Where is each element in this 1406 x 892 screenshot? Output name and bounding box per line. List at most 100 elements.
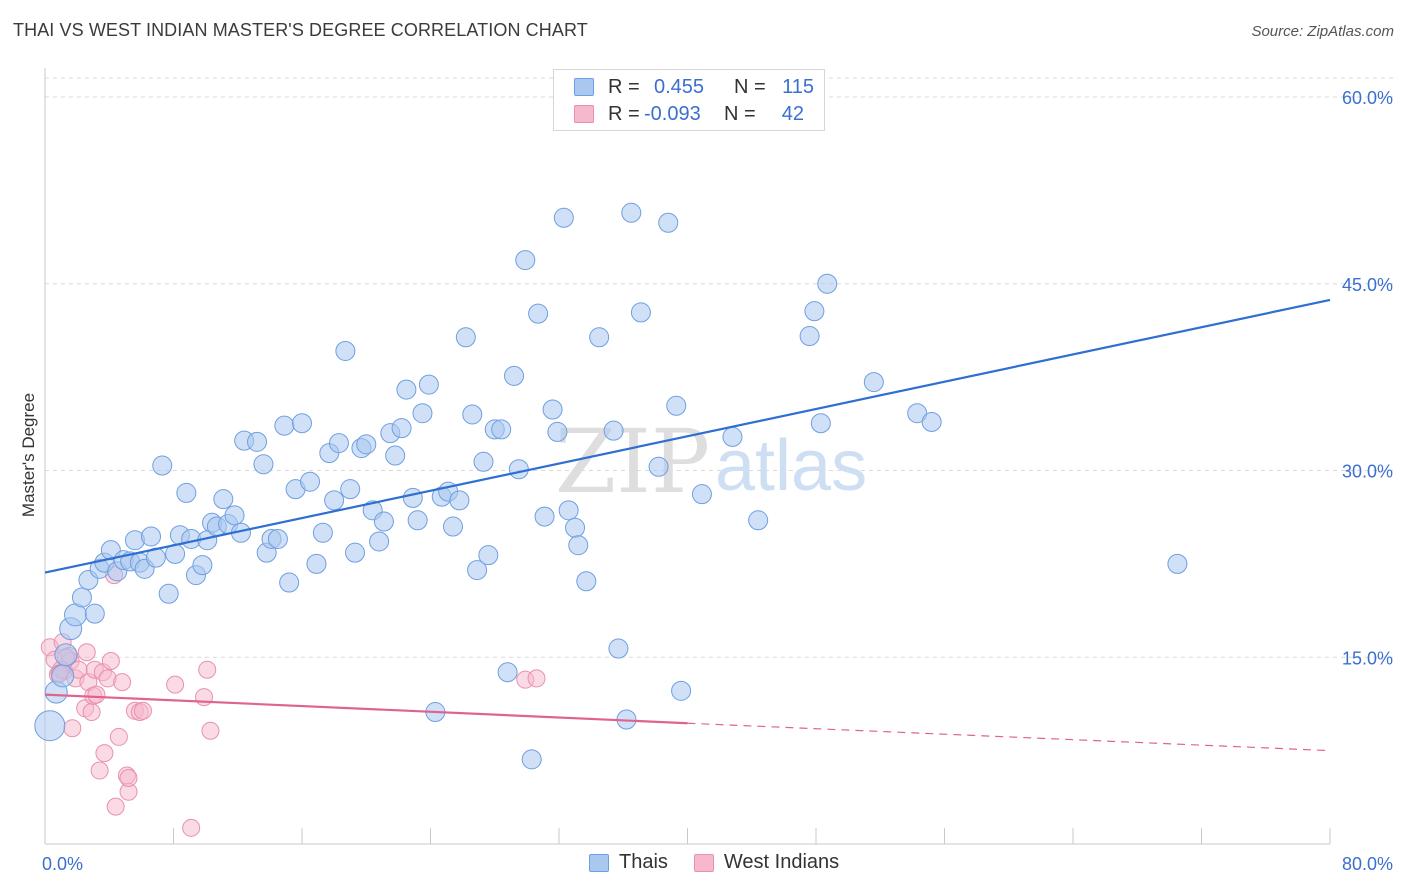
gridlines [45,77,1395,658]
west-indians-point [63,719,82,738]
thais-point [335,340,356,361]
y-tick-label: 60.0% [1342,88,1393,108]
y-tick-label: 45.0% [1342,275,1393,295]
thais-point [648,456,669,477]
thais-point [71,587,92,608]
west-indians-points [40,566,546,837]
legend-r-label: R = [608,75,640,98]
series-swatch-thais [589,853,609,872]
west-indians-point [95,744,114,763]
thais-point [176,482,197,503]
thais-point [553,207,574,228]
west-indians-trend-extension [687,722,1331,752]
west-indians-point [113,673,132,692]
thais-point [141,526,162,547]
thais-point [810,413,831,434]
west-indians-point [198,660,217,679]
west-indians-point [527,669,546,688]
thais-point [54,643,78,667]
thais-points [34,202,1188,770]
thais-point [589,327,610,348]
axes: 15.0% 30.0% 45.0% 60.0% 0.0% 80.0% [42,68,1393,874]
thais-point [51,664,75,688]
thais-point [691,484,712,505]
thais-point [247,431,268,452]
thais-point [528,303,549,324]
series-swatch-west-indians [693,853,714,872]
thais-point [666,395,687,416]
thais-point [491,419,512,440]
thais-point [497,662,518,683]
thais-point [279,572,300,593]
thais-point [534,506,555,527]
x-tick-label: 80.0% [1342,854,1393,874]
thais-point [521,749,542,770]
thais-point [748,510,769,531]
west-indians-point [201,721,220,740]
thais-point [407,510,428,531]
thais-point [442,516,463,537]
thais-point [300,471,321,492]
thais-point [907,403,928,424]
thais-point [369,531,390,552]
legend-row-thais: R = 0.455 N = 115 [574,75,814,99]
thais-point [373,511,394,532]
thais-point [84,603,105,624]
thais-point [515,250,536,271]
x-tick-label: 0.0% [42,854,83,874]
thais-point [455,327,476,348]
thais-point [192,555,213,576]
thais-point [267,528,288,549]
thais-point [449,490,470,511]
thais-point [396,379,417,400]
legend-r-value: 0.455 [654,75,705,98]
thais-point [671,680,692,701]
thais-point [817,273,838,294]
thais-point [418,374,439,395]
thais-point [158,583,179,604]
thais-trend-line [44,298,1331,574]
legend-n-label: N = [724,102,756,125]
west-indians-point [82,703,101,722]
thais-point [324,490,345,511]
thais-point [34,710,66,742]
west-indians-point [166,675,185,694]
thais-point [292,413,312,434]
thais-point [542,399,563,420]
thais-point [921,411,942,432]
legend-swatch-west-indians [574,105,594,123]
thais-point [603,420,624,441]
west-indians-point [90,761,109,780]
legend-r-label: R = [608,102,640,125]
thais-point [863,372,884,393]
thais-point [412,403,433,424]
y-axis-title: Master's Degree [19,393,38,517]
correlation-legend: R = 0.455 N = 115 R = -0.093 N = 42 [553,69,825,131]
thais-point [473,451,494,472]
series-legend: Thais West Indians [589,851,865,874]
legend-row-west-indians: R = -0.093 N = 42 [574,102,804,126]
legend-n-label: N = [734,75,766,98]
series-label-west-indians: West Indians [723,851,840,873]
legend-swatch-thais [574,78,594,96]
legend-n-value: 42 [781,102,804,125]
thais-point [508,459,529,480]
legend-n-value: 115 [782,75,814,98]
thais-point [328,433,349,454]
west-indians-point [119,769,138,788]
thais-point [340,479,361,500]
thais-point [565,517,586,538]
thais-point [224,505,245,526]
series-legend-thais[interactable]: Thais [589,851,668,874]
thais-point [467,560,488,581]
thais-point [213,489,234,510]
series-legend-west-indians[interactable]: West Indians [693,851,840,874]
west-indians-point [133,701,152,720]
thais-point [504,365,525,386]
thais-point [804,301,825,322]
west-indians-point [106,797,125,816]
west-indians-point [77,643,96,662]
west-indians-trend-line [44,693,688,725]
y-tick-label: 15.0% [1342,648,1393,668]
